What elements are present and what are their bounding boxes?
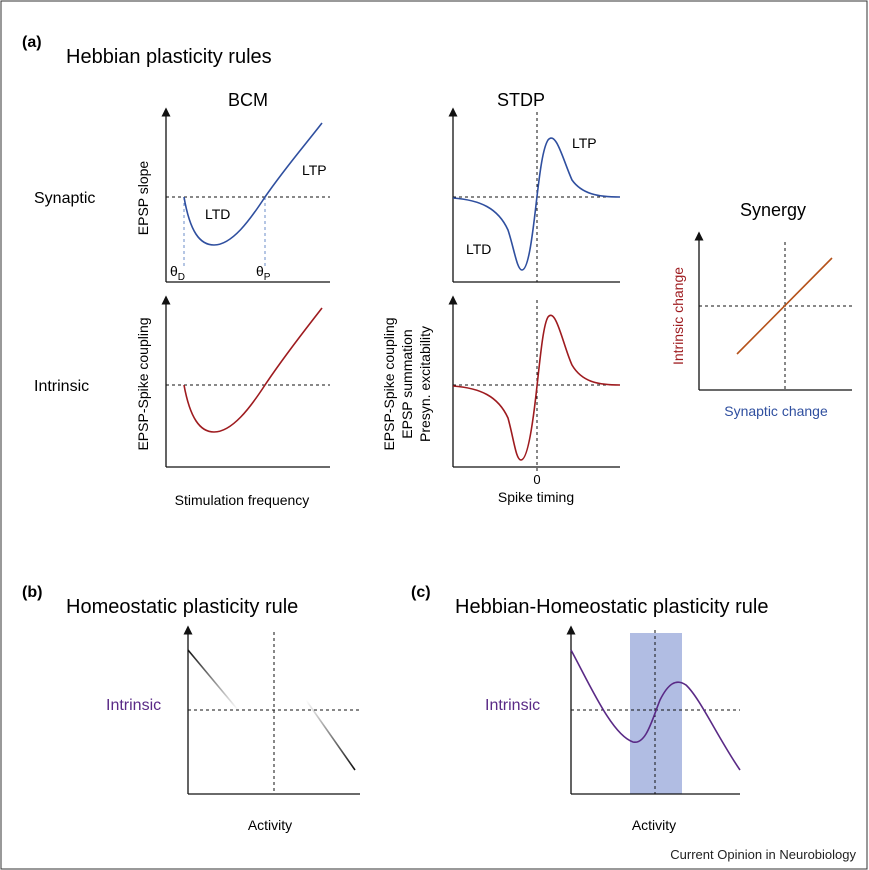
x-axis-label: Stimulation frequency xyxy=(175,492,310,508)
homeostatic-line-left xyxy=(187,649,239,711)
y-axis-label-1: EPSP-Spike coupling xyxy=(381,317,397,450)
bcm-intrinsic-curve xyxy=(183,307,323,433)
synergy-line xyxy=(736,257,833,355)
y-axis-label: Intrinsic change xyxy=(670,267,686,365)
y-axis-label-2: EPSP summation xyxy=(399,329,415,438)
ltp-label: LTP xyxy=(572,135,597,151)
stdp-column-title: STDP xyxy=(497,90,545,110)
synergy-plot: Synergy Intrinsic change Synaptic change xyxy=(670,200,852,419)
stdp-synaptic-plot: LTD LTP xyxy=(448,107,621,283)
x-axis-label: Activity xyxy=(248,817,292,833)
bcm-synaptic-curve xyxy=(183,122,323,246)
ltd-label: LTD xyxy=(205,206,230,222)
ltp-label: LTP xyxy=(302,162,327,178)
stdp-intrinsic-curve xyxy=(452,314,621,461)
ltd-label: LTD xyxy=(466,241,491,257)
y-axis-label: Intrinsic xyxy=(485,697,540,714)
synergy-title: Synergy xyxy=(740,200,806,220)
homeostatic-line-right xyxy=(305,699,356,771)
panel-c-title: Hebbian-Homeostatic plasticity rule xyxy=(455,596,768,618)
bcm-intrinsic-plot: EPSP-Spike coupling Stimulation frequenc… xyxy=(135,295,330,508)
bcm-column-title: BCM xyxy=(228,90,268,110)
x-axis-label: Spike timing xyxy=(498,489,574,505)
theta-p-label: θP xyxy=(256,263,271,283)
journal-credit: Current Opinion in Neurobiology xyxy=(670,847,856,862)
panel-a-letter: (a) xyxy=(22,34,42,51)
row-label-intrinsic: Intrinsic xyxy=(34,378,89,395)
y-axis-label-3: Presyn. excitability xyxy=(417,326,433,442)
panel-c-letter: (c) xyxy=(411,584,431,601)
zero-tick-label: 0 xyxy=(533,472,540,487)
hebbian-band xyxy=(630,633,682,794)
stdp-synaptic-curve xyxy=(452,137,621,271)
theta-d-label: θD xyxy=(170,263,185,283)
x-axis-label: Synaptic change xyxy=(724,403,828,419)
y-axis-label: EPSP-Spike coupling xyxy=(135,317,151,450)
stdp-intrinsic-plot: EPSP-Spike coupling EPSP summation Presy… xyxy=(381,295,621,505)
bcm-synaptic-plot: LTD LTP θD θP EPSP slope xyxy=(135,107,330,283)
y-axis-label: Intrinsic xyxy=(106,697,161,714)
panel-b: (b) Homeostatic plasticity rule Intrinsi… xyxy=(22,584,360,833)
panel-b-title: Homeostatic plasticity rule xyxy=(66,596,298,618)
panel-b-letter: (b) xyxy=(22,584,42,601)
hebbian-homeostatic-curve xyxy=(570,649,741,771)
row-label-synaptic: Synaptic xyxy=(34,190,95,207)
panel-c: (c) Hebbian-Homeostatic plasticity rule … xyxy=(411,584,768,833)
y-axis-label: EPSP slope xyxy=(135,161,151,236)
panel-a-title: Hebbian plasticity rules xyxy=(66,46,272,68)
x-axis-label: Activity xyxy=(632,817,676,833)
